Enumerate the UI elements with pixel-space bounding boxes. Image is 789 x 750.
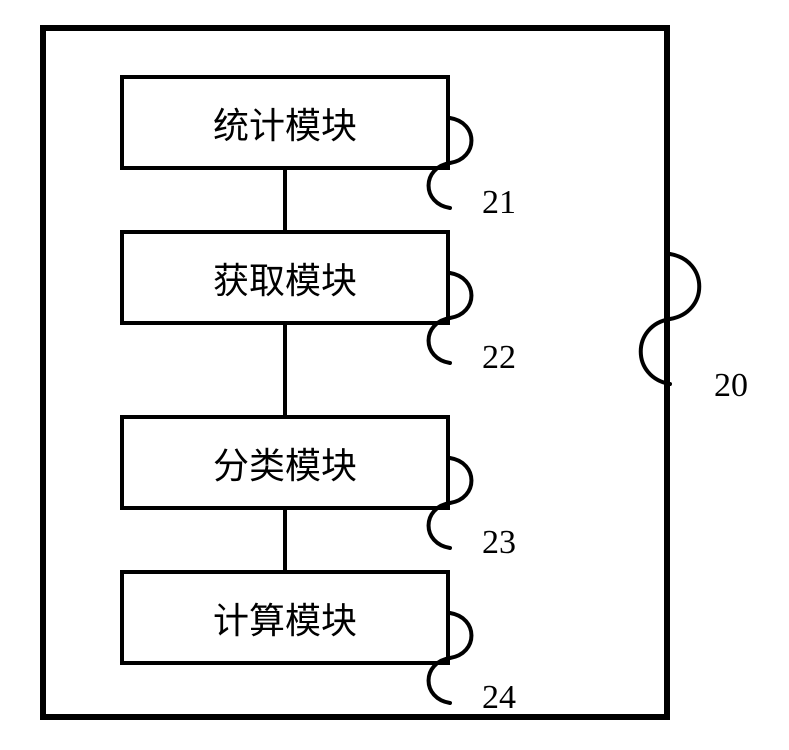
ref-label-m4: 24 (482, 679, 516, 717)
ref-label-m3: 23 (482, 524, 516, 562)
module-box-m3: 分类模块 (120, 415, 450, 510)
connector-m2-m3 (283, 325, 287, 415)
leader-squiggle-outer (670, 254, 780, 384)
module-label: 分类模块 (213, 437, 357, 489)
ref-label-m2: 22 (482, 339, 516, 377)
module-box-m2: 获取模块 (120, 230, 450, 325)
diagram-canvas: 统计模块获取模块分类模块计算模块 21 22 23 24 20 (0, 0, 789, 750)
module-box-m4: 计算模块 (120, 570, 450, 665)
module-box-m1: 统计模块 (120, 75, 450, 170)
module-label: 统计模块 (213, 97, 357, 149)
connector-m1-m2 (283, 170, 287, 230)
module-label: 计算模块 (213, 592, 357, 644)
ref-label-outer: 20 (714, 367, 748, 405)
connector-m3-m4 (283, 510, 287, 570)
ref-label-m1: 21 (482, 184, 516, 222)
module-label: 获取模块 (213, 252, 357, 304)
